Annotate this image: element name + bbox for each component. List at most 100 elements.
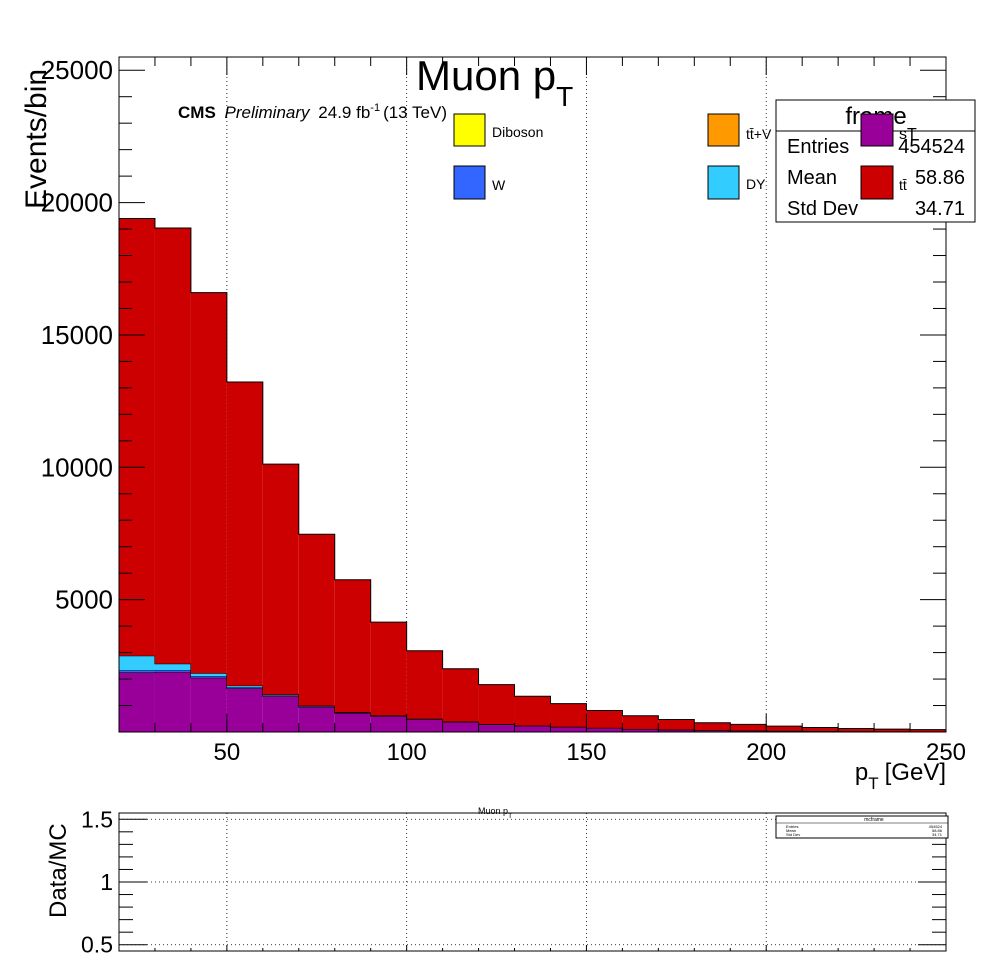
- bar-tt-bin-0: [119, 218, 155, 656]
- cms-label: CMS: [178, 103, 216, 122]
- stats-entries-label: Entries: [787, 136, 849, 158]
- main-y-tick-label: 20000: [41, 188, 113, 218]
- bar-tt-bin-11: [514, 696, 551, 726]
- ratio-stats-box-frame: [775, 815, 949, 839]
- bar-tt-bin-9: [442, 668, 479, 722]
- legend-label-dy: DY: [746, 176, 766, 192]
- ratio-stats-entries-label: Entries: [786, 824, 798, 829]
- ratio-y-tick-label: 0.5: [81, 932, 113, 958]
- bar-st-bin-3: [226, 688, 263, 732]
- ratio-y-tick-label: 1.5: [81, 806, 113, 832]
- ratio-stats-stddev-value: 34.71: [932, 832, 943, 837]
- bar-st-bin-10: [478, 724, 515, 732]
- ratio-title: Muon pT: [478, 806, 513, 820]
- bar-tt-bin-16: [694, 722, 731, 731]
- main-plot-frame: [118, 56, 947, 733]
- bar-st-bin-8: [406, 719, 443, 732]
- bar-tt-bin-17: [730, 724, 767, 731]
- bar-st-bin-11: [514, 725, 551, 732]
- main-x-tick-label: 200: [746, 739, 786, 766]
- ratio-gridlines: [119, 813, 946, 951]
- bar-st-bin-14: [622, 729, 659, 732]
- legend-swatch-diboson: [453, 113, 486, 147]
- bar-st-bin-18: [766, 730, 803, 732]
- main-x-tick-label: 250: [926, 739, 966, 766]
- main-gridlines: [226, 57, 767, 732]
- bar-st-bin-0: [119, 672, 155, 732]
- main-y-tick-label: 15000: [41, 320, 113, 350]
- ratio-stats-mean-label: Mean: [786, 828, 796, 833]
- bar-tt-bin-14: [622, 715, 659, 729]
- bar-w-bin-3: [226, 687, 263, 689]
- bar-st-bin-17: [730, 730, 767, 732]
- x-axis-subscript: T: [868, 774, 878, 793]
- bar-tt-bin-2: [190, 292, 227, 674]
- ratio-y-axis-title: Data/MC: [45, 823, 72, 918]
- ratio-stats-mean-value: 58.86: [932, 828, 943, 833]
- bar-st-bin-15: [658, 729, 695, 732]
- bar-st-bin-16: [694, 730, 731, 732]
- bar-st-bin-2: [190, 677, 227, 732]
- legend-label-st: sT: [899, 126, 917, 143]
- legend-label-ttv: tt̄+V: [746, 126, 772, 142]
- bar-tt-bin-4: [262, 464, 299, 695]
- main-title-subscript: T: [556, 81, 573, 112]
- bar-tt-bin-18: [766, 726, 803, 731]
- bar-dy-bin-3: [226, 685, 263, 688]
- legend-label-diboson: Diboson: [492, 124, 543, 140]
- legend-swatch-st: [860, 113, 894, 147]
- bar-tt-bin-6: [334, 579, 371, 713]
- main-x-axis-title: pT [GeV]: [855, 759, 946, 793]
- ratio-axes: 0.5 1 1.5: [81, 806, 947, 958]
- bar-st-bin-12: [550, 726, 587, 732]
- ratio-stats-stddev-label: Std Dev: [786, 832, 800, 837]
- legend-label-w: W: [492, 177, 506, 193]
- bar-st-bin-6: [334, 712, 371, 732]
- stats-mean-label: Mean: [787, 167, 837, 189]
- preliminary-label: Preliminary: [225, 103, 312, 122]
- stats-mean-value: 58.86: [915, 167, 965, 189]
- main-title: Muon pT: [416, 52, 573, 112]
- bar-dy-bin-1: [154, 663, 191, 671]
- main-y-tick-label: 10000: [41, 452, 113, 482]
- ratio-stats-box: mcframe Entries 454524 Mean 58.86 Std De…: [775, 815, 949, 839]
- bar-tt-bin-21: [874, 729, 911, 732]
- main-x-tick-label: 100: [387, 739, 427, 766]
- bar-tt-bin-15: [658, 719, 695, 730]
- cms-annotation: CMS Preliminary 24.9 fb-1 (13 TeV): [178, 102, 447, 122]
- bar-w-bin-1: [154, 670, 191, 672]
- bar-tt-bin-13: [586, 710, 623, 728]
- main-y-tick-label: 5000: [55, 585, 113, 615]
- bar-dy-bin-2: [190, 673, 227, 677]
- bar-st-bin-7: [370, 716, 407, 732]
- legend-label-tt: tt̄: [899, 177, 907, 193]
- legend-overlay: sT tt̄: [860, 113, 917, 200]
- stats-entries-value: 454524: [898, 136, 965, 158]
- bar-tt-bin-12: [550, 703, 587, 727]
- main-x-tick-label: 50: [214, 739, 241, 766]
- bar-tt-bin-20: [838, 728, 875, 732]
- ratio-stats-entries-value: 454524: [929, 824, 943, 829]
- bar-tt-bin-19: [802, 727, 839, 732]
- main-x-tick-label: 150: [566, 739, 606, 766]
- bar-tt-bin-8: [406, 650, 443, 719]
- bar-tt-bin-3: [226, 382, 263, 686]
- bar-w-bin-2: [190, 676, 227, 678]
- bar-tt-bin-7: [370, 622, 407, 716]
- legend-swatch-w: [453, 165, 486, 200]
- stacked-histogram: [119, 217, 946, 733]
- bar-tt-bin-5: [298, 534, 335, 706]
- energy-label: (13 TeV): [383, 103, 447, 122]
- stats-stddev-label: Std Dev: [787, 198, 858, 220]
- bar-st-bin-9: [442, 721, 479, 732]
- main-y-axis-title: Events/bin: [20, 69, 53, 209]
- bar-st-bin-4: [262, 696, 299, 732]
- bar-st-bin-5: [298, 706, 335, 732]
- lumi-label: 24.9 fb: [318, 103, 370, 122]
- bar-tt-bin-10: [478, 684, 515, 724]
- bar-w-bin-0: [119, 670, 155, 673]
- bar-tt-bin-1: [154, 228, 191, 664]
- bar-st-bin-13: [586, 728, 623, 732]
